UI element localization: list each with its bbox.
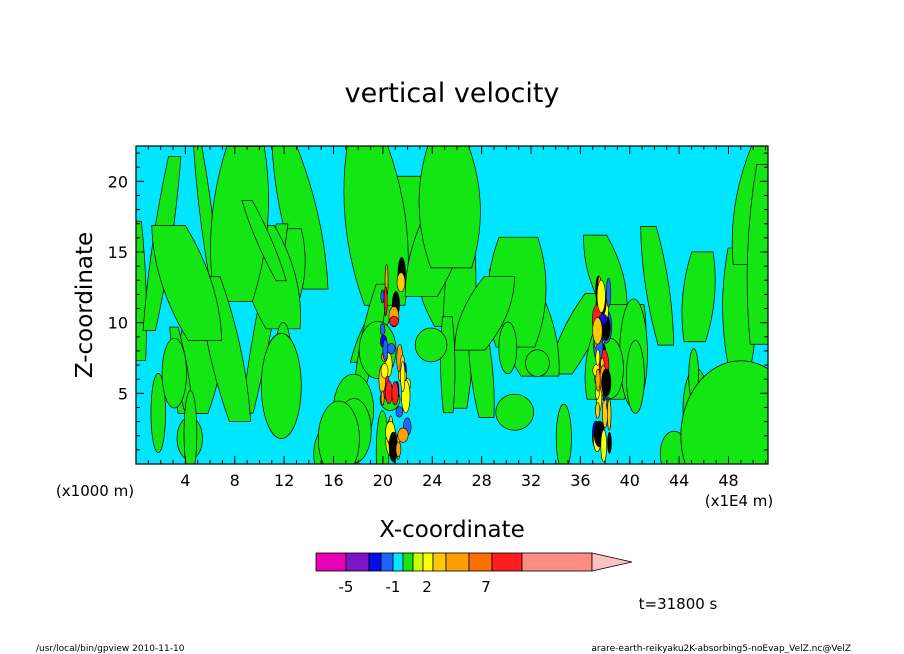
time-label: t=31800 s [639, 595, 718, 613]
x-tick-label: 20 [373, 471, 393, 490]
y-axis-label: Z-coordinate [72, 232, 98, 378]
colorbar-swatch [315, 552, 347, 572]
colorbar-label: 2 [422, 578, 432, 596]
convective-cell [596, 279, 606, 313]
convective-cell [400, 361, 406, 393]
convective-cell [601, 368, 612, 397]
y-tick-label: 20 [108, 172, 128, 191]
x-tick-label: 32 [521, 471, 541, 490]
footer-left: /usr/local/bin/gpview 2010-11-10 [36, 644, 185, 654]
colorbar-swatch [445, 552, 470, 572]
contour-band [680, 360, 768, 464]
colorbar-swatch [422, 552, 434, 572]
colorbar-swatch [368, 552, 382, 572]
contour-band [498, 321, 518, 375]
convective-cell [380, 289, 385, 304]
convective-cell [379, 323, 386, 336]
x-tick-label: 12 [274, 471, 294, 490]
convective-cell [595, 348, 601, 366]
convective-cell [383, 286, 388, 317]
convective-cell [595, 402, 601, 419]
colorbar-swatch [402, 552, 414, 572]
contour-band [454, 276, 515, 351]
contour-band [746, 164, 768, 345]
contour-band [150, 373, 166, 453]
colorbar-label: -1 [386, 578, 401, 596]
colorbar-swatch [491, 552, 523, 572]
contour-band [418, 146, 481, 269]
convective-cell [380, 363, 389, 379]
convective-cell [389, 316, 399, 327]
contour-band [151, 225, 223, 341]
x-tick-label: 4 [180, 471, 190, 490]
convective-cell [391, 381, 399, 406]
convective-cell [607, 431, 612, 454]
colorbar-arrow [591, 552, 633, 572]
colorbar: -5 -1 2 7 [315, 552, 633, 596]
contour-band [555, 403, 572, 464]
contour-band [440, 316, 456, 414]
colorbar-swatch [521, 552, 593, 572]
x-tick-label: 48 [718, 471, 738, 490]
contour-band [525, 349, 550, 377]
x-tick-label: 36 [570, 471, 590, 490]
footer-right: arare-earth-reikyaku2K-absorbing5-noEvap… [591, 644, 851, 654]
colorbar-label: -5 [339, 578, 354, 596]
convective-cell [386, 343, 396, 355]
convective-cell [380, 390, 385, 406]
x-tick-label: 40 [620, 471, 640, 490]
convective-cell [395, 441, 402, 457]
contour-band [681, 251, 716, 343]
convective-cell [592, 317, 603, 345]
x-tick-label: 28 [471, 471, 491, 490]
convective-cell [607, 398, 612, 431]
x-unit-right: (x1E4 m) [705, 492, 774, 510]
x-tick-label: 16 [323, 471, 343, 490]
x-tick-label: 8 [230, 471, 240, 490]
contour-band [583, 234, 628, 312]
convective-cell [600, 429, 607, 463]
contour-band [260, 332, 302, 439]
convective-cell [397, 427, 409, 443]
contour-band [640, 226, 675, 346]
chart-title: vertical velocity [345, 78, 560, 109]
colorbar-swatch [345, 552, 370, 572]
convective-cell [385, 380, 393, 405]
convective-cell [382, 339, 389, 361]
plot-area [135, 145, 769, 465]
convective-cell [595, 368, 601, 392]
x-tick-label: 44 [669, 471, 689, 490]
colorbar-swatch [468, 552, 493, 572]
colorbar-label: 7 [481, 578, 491, 596]
contour-band [317, 400, 360, 464]
x-axis-label: X-coordinate [379, 517, 525, 543]
contour-band [241, 200, 287, 282]
contour-band [626, 340, 645, 414]
convective-cell [395, 406, 404, 418]
y-tick-label: 5 [118, 384, 128, 403]
convective-cell [606, 277, 612, 308]
colorbar-swatch [392, 552, 404, 572]
colorbar-swatch [412, 552, 424, 572]
contour-band [495, 393, 534, 431]
contour-band [414, 327, 448, 363]
convective-cell [396, 272, 406, 293]
x-tick-label: 24 [422, 471, 442, 490]
contour-band [161, 337, 187, 409]
contour-band [183, 390, 198, 464]
x-unit-left: (x1000 m) [56, 482, 134, 500]
plot-frame [135, 145, 769, 465]
y-tick-label: 15 [108, 243, 128, 262]
y-tick-label: 10 [108, 314, 128, 333]
colorbar-swatch [380, 552, 394, 572]
colorbar-swatch [432, 552, 447, 572]
